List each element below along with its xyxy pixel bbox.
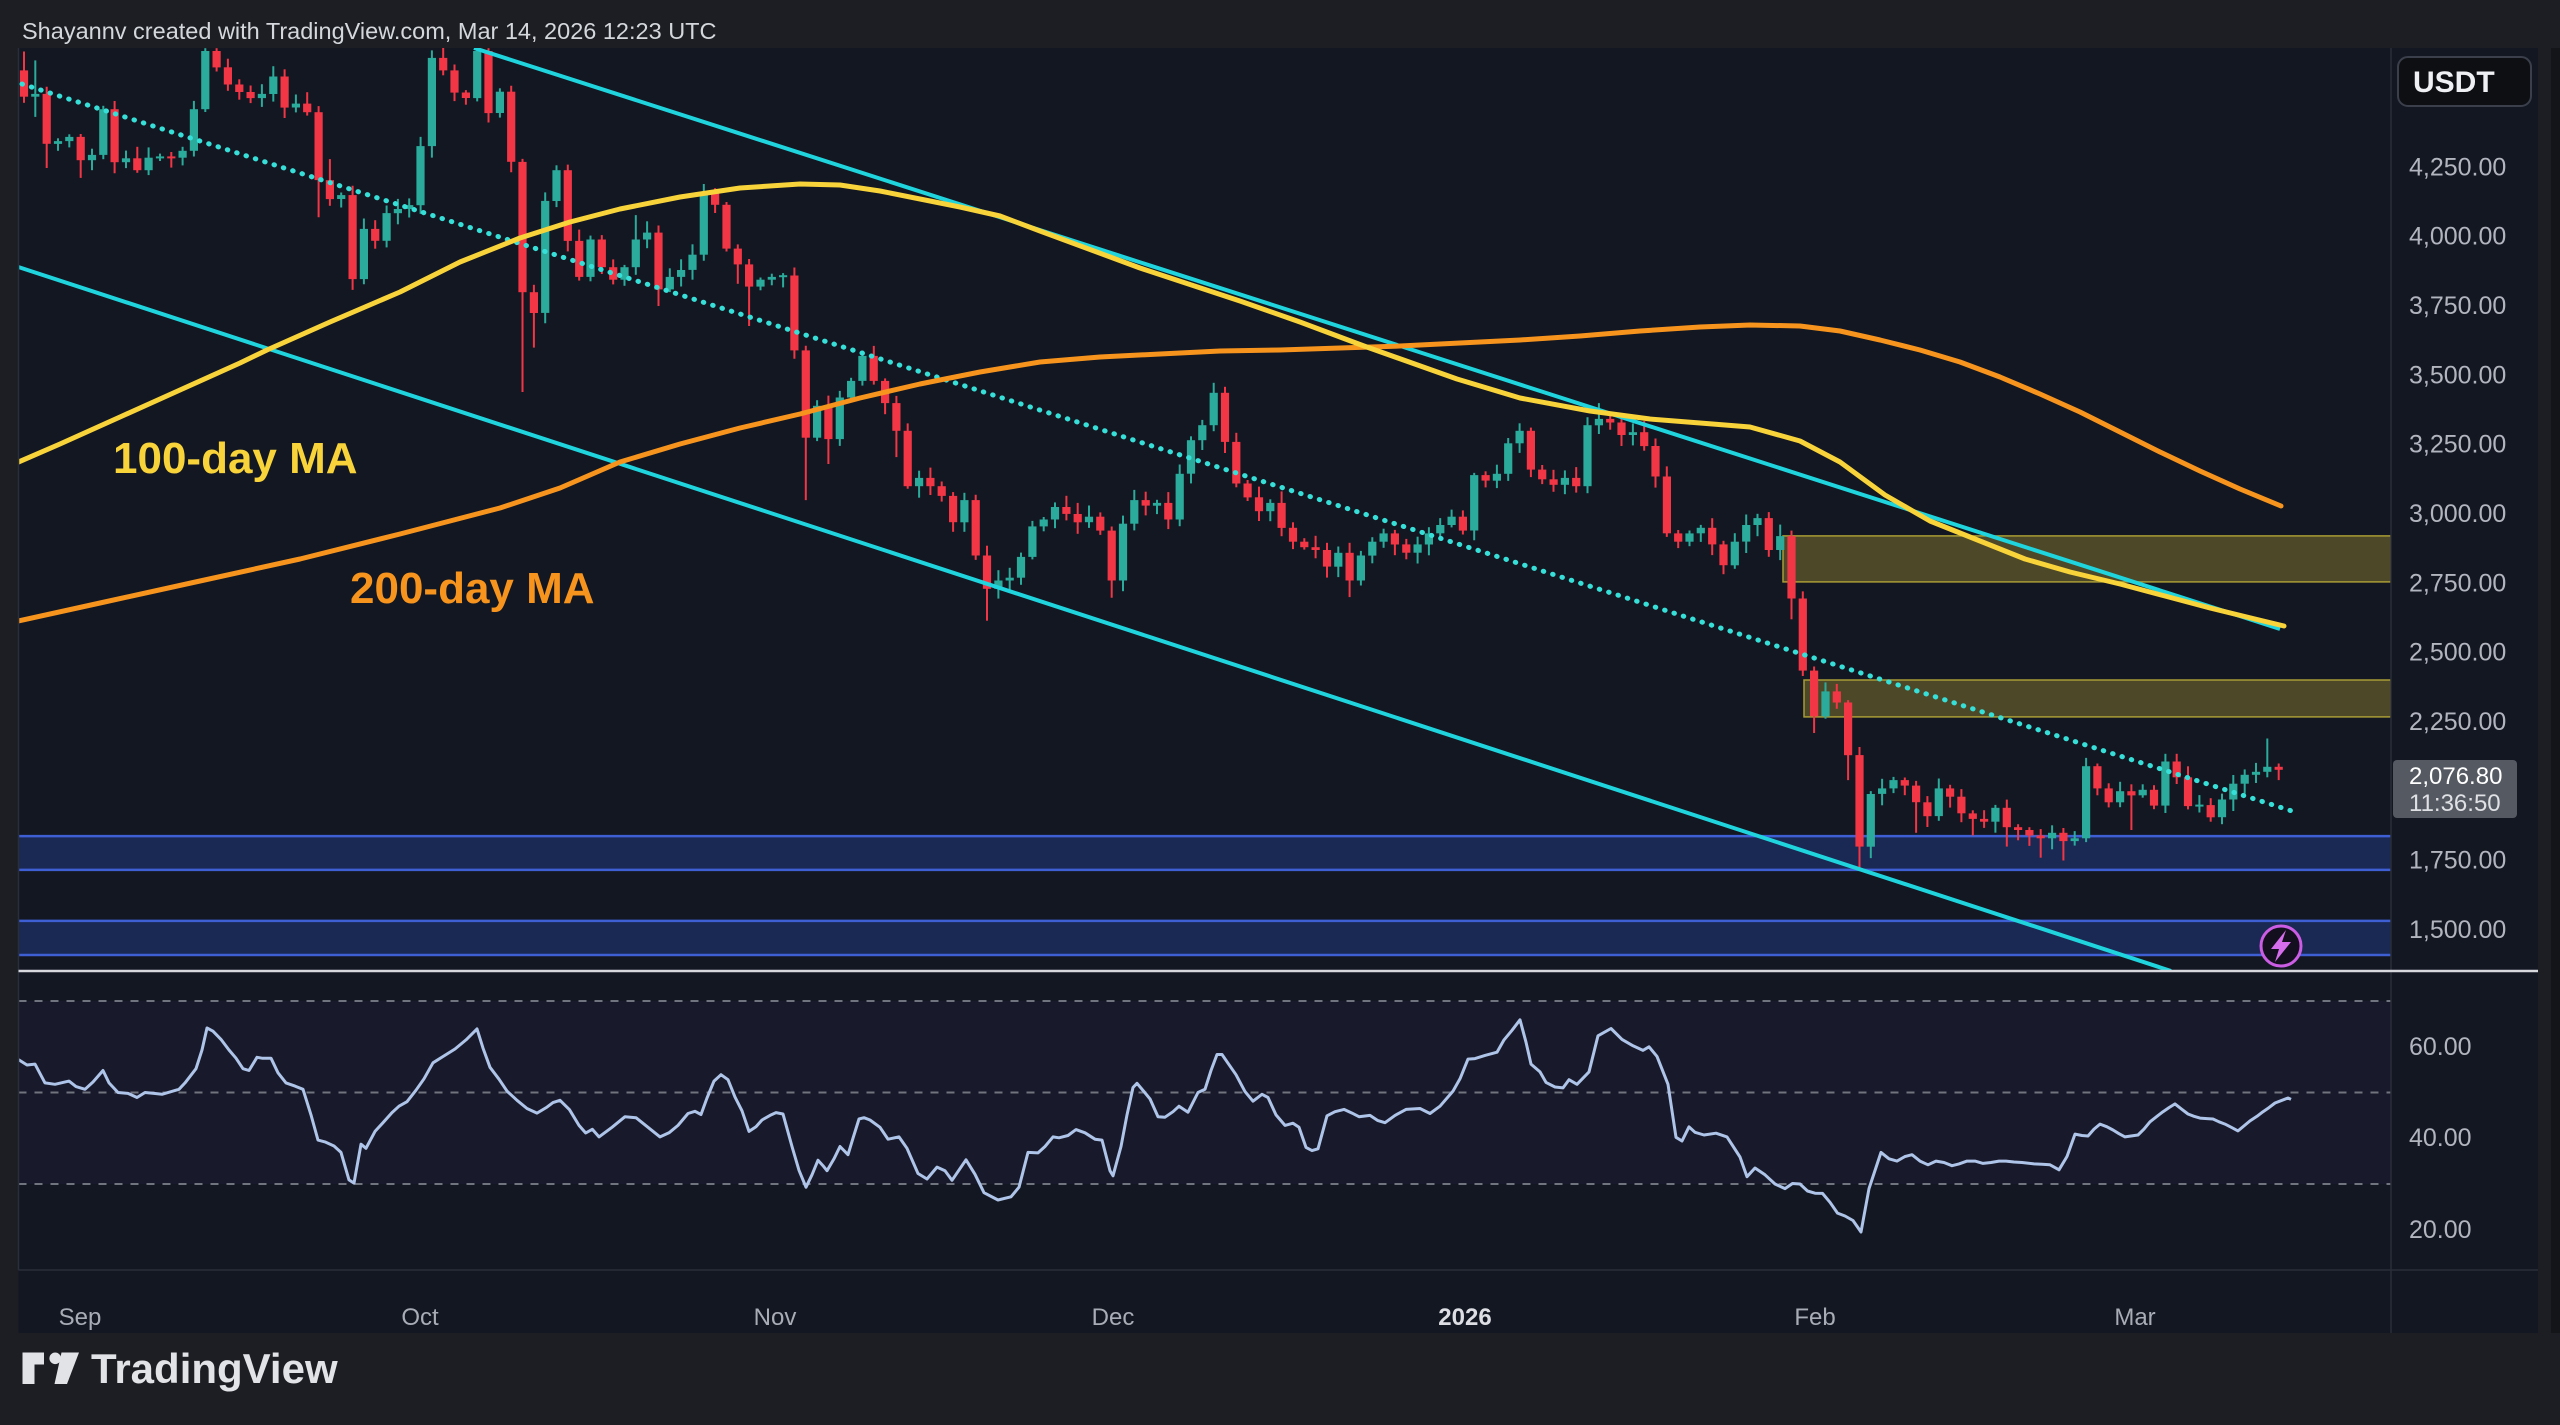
svg-text:200-day MA: 200-day MA: [350, 564, 595, 613]
svg-text:Shayannv created with TradingV: Shayannv created with TradingView.com, M…: [22, 18, 717, 44]
svg-text:2,500.00: 2,500.00: [2409, 639, 2506, 667]
svg-text:3,500.00: 3,500.00: [2409, 361, 2506, 389]
svg-text:Mar: Mar: [2114, 1304, 2155, 1331]
svg-text:100-day MA: 100-day MA: [113, 434, 358, 483]
svg-text:Dec: Dec: [1092, 1304, 1135, 1331]
svg-text:4,250.00: 4,250.00: [2409, 153, 2506, 181]
svg-text:Feb: Feb: [1794, 1304, 1835, 1331]
svg-text:3,250.00: 3,250.00: [2409, 431, 2506, 459]
svg-text:1,500.00: 1,500.00: [2409, 916, 2506, 944]
svg-text:2026: 2026: [1438, 1304, 1491, 1331]
svg-text:3,000.00: 3,000.00: [2409, 500, 2506, 528]
svg-text:USDT: USDT: [2413, 66, 2495, 99]
svg-text:20.00: 20.00: [2409, 1216, 2472, 1244]
svg-text:Oct: Oct: [401, 1304, 439, 1331]
svg-text:Nov: Nov: [754, 1304, 797, 1331]
svg-text:2,076.80: 2,076.80: [2409, 763, 2502, 790]
svg-text:2,750.00: 2,750.00: [2409, 569, 2506, 597]
svg-text:11:36:50: 11:36:50: [2409, 790, 2501, 817]
svg-text:4,000.00: 4,000.00: [2409, 223, 2506, 251]
svg-text:Sep: Sep: [59, 1304, 102, 1331]
svg-text:40.00: 40.00: [2409, 1124, 2472, 1152]
svg-text:60.00: 60.00: [2409, 1033, 2472, 1061]
svg-text:3,750.00: 3,750.00: [2409, 292, 2506, 320]
svg-text:1,750.00: 1,750.00: [2409, 847, 2506, 875]
svg-text:2,250.00: 2,250.00: [2409, 708, 2506, 736]
svg-text:TradingView: TradingView: [91, 1345, 338, 1392]
